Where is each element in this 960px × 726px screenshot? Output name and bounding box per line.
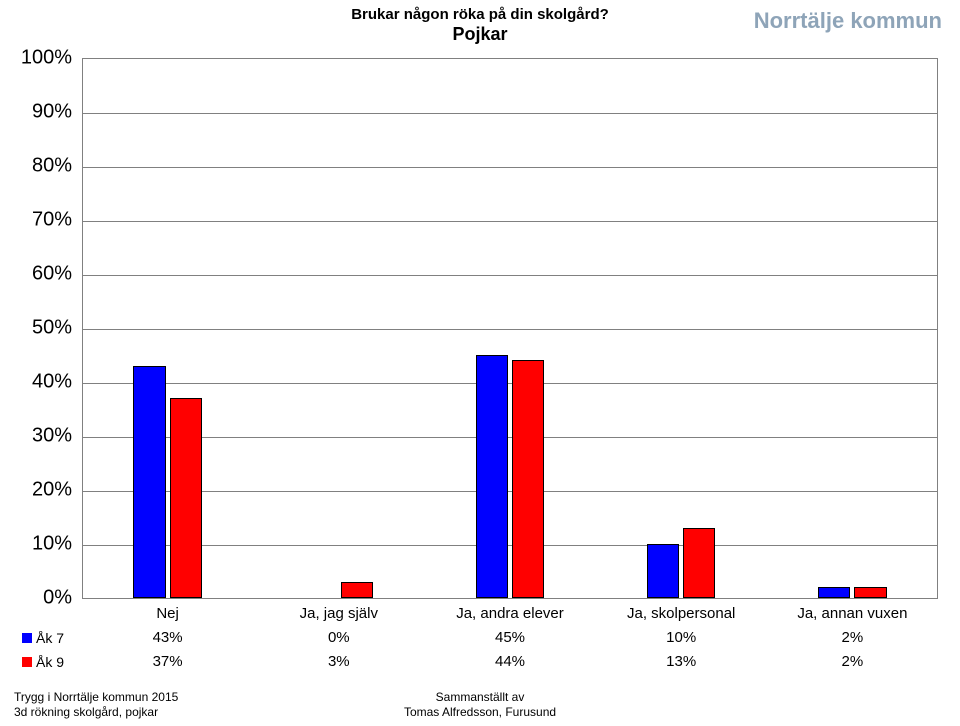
y-axis: 0%10%20%30%40%50%60%70%80%90%100% bbox=[20, 58, 82, 598]
y-tick-label: 0% bbox=[43, 587, 72, 610]
footer-left: Trygg i Norrtälje kommun 2015 3d rökning… bbox=[14, 690, 178, 720]
data-cell: 43% bbox=[153, 626, 183, 650]
legend-label: Åk 9 bbox=[36, 650, 64, 674]
data-cell: 2% bbox=[842, 626, 864, 650]
municipality-label: Norrtälje kommun bbox=[754, 8, 942, 34]
y-tick-label: 30% bbox=[32, 425, 72, 448]
bar bbox=[170, 398, 202, 598]
category-label: Ja, jag själv bbox=[300, 602, 378, 626]
data-cell: 3% bbox=[328, 650, 350, 674]
legend-swatch bbox=[22, 633, 32, 643]
category-row: Nej Ja, jag själv Ja, andra elever Ja, skol… bbox=[82, 602, 938, 626]
footer-left-line1: Trygg i Norrtälje kommun 2015 bbox=[14, 690, 178, 705]
data-cell: 2% bbox=[842, 650, 864, 674]
chart: 0%10%20%30%40%50%60%70%80%90%100% NejJa,… bbox=[20, 58, 940, 678]
legend-entry: Åk 7 bbox=[20, 626, 82, 650]
bar-group bbox=[133, 58, 201, 598]
data-cell: 45% bbox=[495, 626, 525, 650]
legend-label: Åk 7 bbox=[36, 626, 64, 650]
x-axis-baseline bbox=[82, 598, 938, 599]
title-block: Brukar någon röka på din skolgård? Pojka… bbox=[351, 6, 609, 46]
chart-question: Brukar någon röka på din skolgård? bbox=[351, 6, 609, 24]
bar bbox=[647, 544, 679, 598]
data-cell: 13% bbox=[666, 650, 696, 674]
y-tick-label: 10% bbox=[32, 533, 72, 556]
legend-swatch bbox=[22, 657, 32, 667]
bar bbox=[341, 582, 373, 598]
bar bbox=[683, 528, 715, 598]
series-row: Åk 743%0%45%10%2% bbox=[82, 626, 938, 650]
data-cell: 10% bbox=[666, 626, 696, 650]
y-tick-label: 80% bbox=[32, 155, 72, 178]
footer-center: Sammanställt av Tomas Alfredsson, Furusu… bbox=[404, 690, 556, 720]
legend-entry: Åk 9 bbox=[20, 650, 82, 674]
series-row: Åk 937%3%44%13%2% bbox=[82, 650, 938, 674]
bar-group bbox=[647, 58, 715, 598]
footer-center-line2: Tomas Alfredsson, Furusund bbox=[404, 705, 556, 720]
y-tick-label: 60% bbox=[32, 263, 72, 286]
y-tick-label: 50% bbox=[32, 317, 72, 340]
page: Brukar någon röka på din skolgård? Pojka… bbox=[0, 0, 960, 726]
bar bbox=[854, 587, 886, 598]
bar-group bbox=[818, 58, 886, 598]
bar-groups bbox=[82, 58, 938, 598]
category-label: Ja, annan vuxen bbox=[797, 602, 907, 626]
data-cell: 37% bbox=[153, 650, 183, 674]
y-tick-label: 70% bbox=[32, 209, 72, 232]
data-table: Nej Ja, jag själv Ja, andra elever Ja, skol… bbox=[82, 602, 938, 674]
header: Brukar någon röka på din skolgård? Pojka… bbox=[0, 6, 960, 46]
bar bbox=[133, 366, 165, 598]
y-tick-label: 20% bbox=[32, 479, 72, 502]
footer-center-line1: Sammanställt av bbox=[404, 690, 556, 705]
footer-left-line2: 3d rökning skolgård, pojkar bbox=[14, 705, 178, 720]
y-tick-label: 90% bbox=[32, 101, 72, 124]
y-tick-label: 40% bbox=[32, 371, 72, 394]
chart-subgroup: Pojkar bbox=[351, 24, 609, 46]
category-label: Nej bbox=[156, 602, 179, 626]
data-cell: 0% bbox=[328, 626, 350, 650]
category-label: Ja, andra elever bbox=[456, 602, 564, 626]
bar-group bbox=[476, 58, 544, 598]
bar bbox=[512, 360, 544, 598]
bar bbox=[818, 587, 850, 598]
bar bbox=[476, 355, 508, 598]
data-cell: 44% bbox=[495, 650, 525, 674]
category-label: Ja, skolpersonal bbox=[627, 602, 735, 626]
y-tick-label: 100% bbox=[21, 47, 72, 70]
bar-group bbox=[305, 58, 373, 598]
